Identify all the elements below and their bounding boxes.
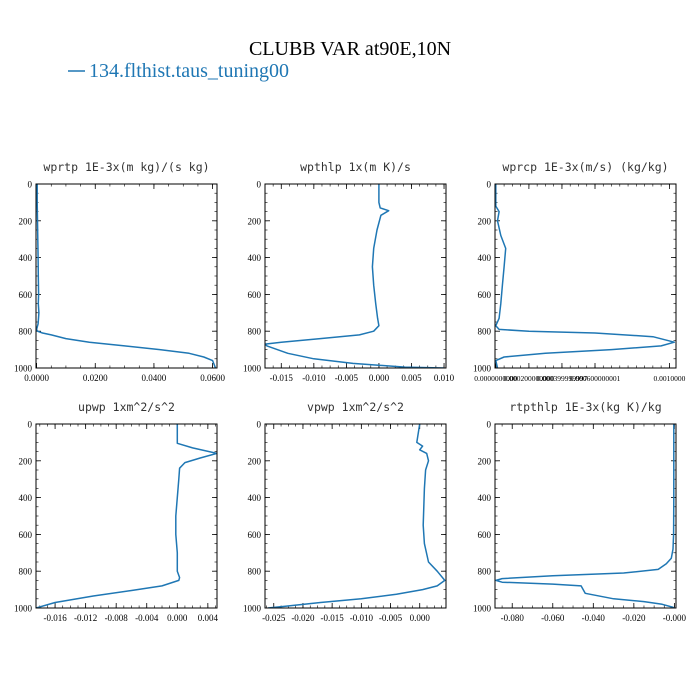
y-tick-label: 0 bbox=[28, 420, 33, 430]
y-tick-label: 1000 bbox=[473, 364, 492, 374]
y-tick-label: 200 bbox=[19, 216, 33, 226]
panel-title: wprcp 1E-3x(m/s) (kg/kg) bbox=[502, 160, 668, 174]
panel-title: rtpthlp 1E-3x(kg K)/kg bbox=[509, 400, 661, 414]
x-tick-label: -0.020 bbox=[291, 613, 315, 623]
y-tick-label: 200 bbox=[248, 216, 262, 226]
legend-label: 134.flthist.taus_tuning00 bbox=[89, 60, 289, 82]
panel-frame bbox=[264, 423, 447, 609]
y-tick-label: 200 bbox=[478, 456, 492, 466]
x-tick-label: 0.005 bbox=[401, 373, 422, 383]
y-tick-label: 0 bbox=[487, 180, 492, 190]
figure-title: CLUBB VAR at90E,10N bbox=[249, 38, 451, 60]
y-tick-label: 400 bbox=[248, 253, 262, 263]
panel-frame bbox=[494, 183, 677, 369]
y-tick-label: 800 bbox=[248, 567, 262, 577]
series-line bbox=[267, 424, 446, 608]
y-tick-label: 400 bbox=[19, 493, 33, 503]
x-tick-label: -0.025 bbox=[262, 613, 286, 623]
panel-frame bbox=[264, 183, 447, 369]
y-tick-label: 400 bbox=[478, 253, 492, 263]
panels: wprtp 1E-3x(m kg)/(s kg) 0 200 400 600 800 100… bbox=[14, 160, 687, 623]
series-line bbox=[36, 424, 217, 608]
panel-title: upwp 1xm^2/s^2 bbox=[78, 400, 175, 414]
x-tick-label: 0.000399999997 bbox=[537, 374, 588, 383]
x-tick-label: 0.000200000000 bbox=[504, 374, 555, 383]
y-tick-label: 600 bbox=[478, 290, 492, 300]
y-tick-label: 1000 bbox=[243, 604, 262, 614]
y-tick-label: 800 bbox=[478, 327, 492, 337]
panel-title: vpwp 1xm^2/s^2 bbox=[307, 400, 404, 414]
x-tick-label: 0.004 bbox=[198, 613, 219, 623]
y-tick-label: 600 bbox=[19, 290, 33, 300]
x-tick-label: -0.010 bbox=[350, 613, 374, 623]
y-tick-label: 1000 bbox=[14, 604, 33, 614]
series-line bbox=[495, 184, 676, 368]
x-tick-label: -0.008 bbox=[105, 613, 129, 623]
x-tick-label: -0.060 bbox=[541, 613, 565, 623]
y-tick-label: 600 bbox=[19, 530, 33, 540]
x-tick-label: 0.0010000 bbox=[653, 374, 685, 383]
panel-frame bbox=[35, 183, 218, 369]
y-tick-label: 200 bbox=[248, 456, 262, 466]
series-line bbox=[265, 184, 445, 368]
panel-1: wprtp 1E-3x(m kg)/(s kg) 0 200 400 600 800 100… bbox=[14, 160, 225, 383]
x-tick-label: 0.010 bbox=[434, 373, 455, 383]
panel-6: rtpthlp 1E-3x(kg K)/kg02004006008001000-… bbox=[473, 400, 687, 623]
y-tick-label: 800 bbox=[19, 567, 33, 577]
panel-5: vpwp 1xm^2/s^2 0 200 400 600 800 1000-0.025 -0.… bbox=[243, 400, 447, 623]
x-tick-label: -0.015 bbox=[270, 373, 294, 383]
x-tick-label: -0.080 bbox=[501, 613, 525, 623]
x-tick-label: -0.016 bbox=[43, 613, 67, 623]
x-tick-label: -0.010 bbox=[302, 373, 326, 383]
y-tick-label: 800 bbox=[19, 327, 33, 337]
x-tick-label: 0.0200 bbox=[83, 373, 108, 383]
x-tick-label: 0.000 bbox=[410, 613, 431, 623]
panel-3: wprcp 1E-3x(m/s) (kg/kg) 0 200 400 600 800 100… bbox=[473, 160, 686, 383]
y-tick-label: 1000 bbox=[473, 604, 492, 614]
y-tick-label: 800 bbox=[248, 327, 262, 337]
x-tick-label: -0.005 bbox=[379, 613, 403, 623]
x-tick-label: -0.020 bbox=[622, 613, 646, 623]
y-tick-label: 400 bbox=[478, 493, 492, 503]
x-tick-label: 0.0400 bbox=[142, 373, 167, 383]
panel-title: wprtp 1E-3x(m kg)/(s kg) bbox=[43, 160, 209, 174]
y-tick-label: 0 bbox=[257, 180, 262, 190]
y-tick-label: 0 bbox=[487, 420, 492, 430]
panel-frame bbox=[494, 423, 677, 609]
x-tick-label: 0.000 bbox=[369, 373, 390, 383]
y-tick-label: 200 bbox=[478, 216, 492, 226]
panel-frame bbox=[35, 423, 218, 609]
y-tick-label: 0 bbox=[28, 180, 33, 190]
series-line bbox=[36, 184, 217, 368]
panel-4: upwp 1xm^2/s^2 0 200 400 600 800 1000 -0.016 -0.… bbox=[14, 400, 218, 623]
panel-2: wpthlp 1x(m K)/s02004006008001000-0.015-… bbox=[243, 160, 455, 383]
series-line bbox=[495, 424, 675, 608]
x-tick-label: 0.000 bbox=[167, 613, 188, 623]
x-tick-label: -0.012 bbox=[74, 613, 97, 623]
y-tick-label: 1000 bbox=[14, 364, 33, 374]
y-tick-label: 600 bbox=[248, 290, 262, 300]
x-tick-label: 0.0000 bbox=[24, 373, 49, 383]
y-tick-label: 400 bbox=[248, 493, 262, 503]
y-tick-label: 200 bbox=[19, 456, 33, 466]
x-tick-label: -0.015 bbox=[321, 613, 345, 623]
x-tick-label: -0.004 bbox=[135, 613, 159, 623]
y-tick-label: 1000 bbox=[243, 364, 262, 374]
y-tick-label: 600 bbox=[478, 530, 492, 540]
x-tick-label: -0.005 bbox=[335, 373, 359, 383]
x-tick-label: 0.0600 bbox=[200, 373, 225, 383]
x-tick-label: -0.040 bbox=[582, 613, 606, 623]
y-tick-label: 0 bbox=[257, 420, 262, 430]
y-tick-label: 400 bbox=[19, 253, 33, 263]
panel-title: wpthlp 1x(m K)/s bbox=[300, 160, 411, 174]
x-tick-label: 0.000600000001 bbox=[570, 374, 621, 383]
y-tick-label: 600 bbox=[248, 530, 262, 540]
figure-legend: 134.flthist.taus_tuning00 bbox=[68, 60, 289, 82]
y-tick-label: 800 bbox=[478, 567, 492, 577]
x-tick-label: 0.0000000000 bbox=[474, 374, 517, 383]
x-tick-label: -0.000 bbox=[663, 613, 687, 623]
